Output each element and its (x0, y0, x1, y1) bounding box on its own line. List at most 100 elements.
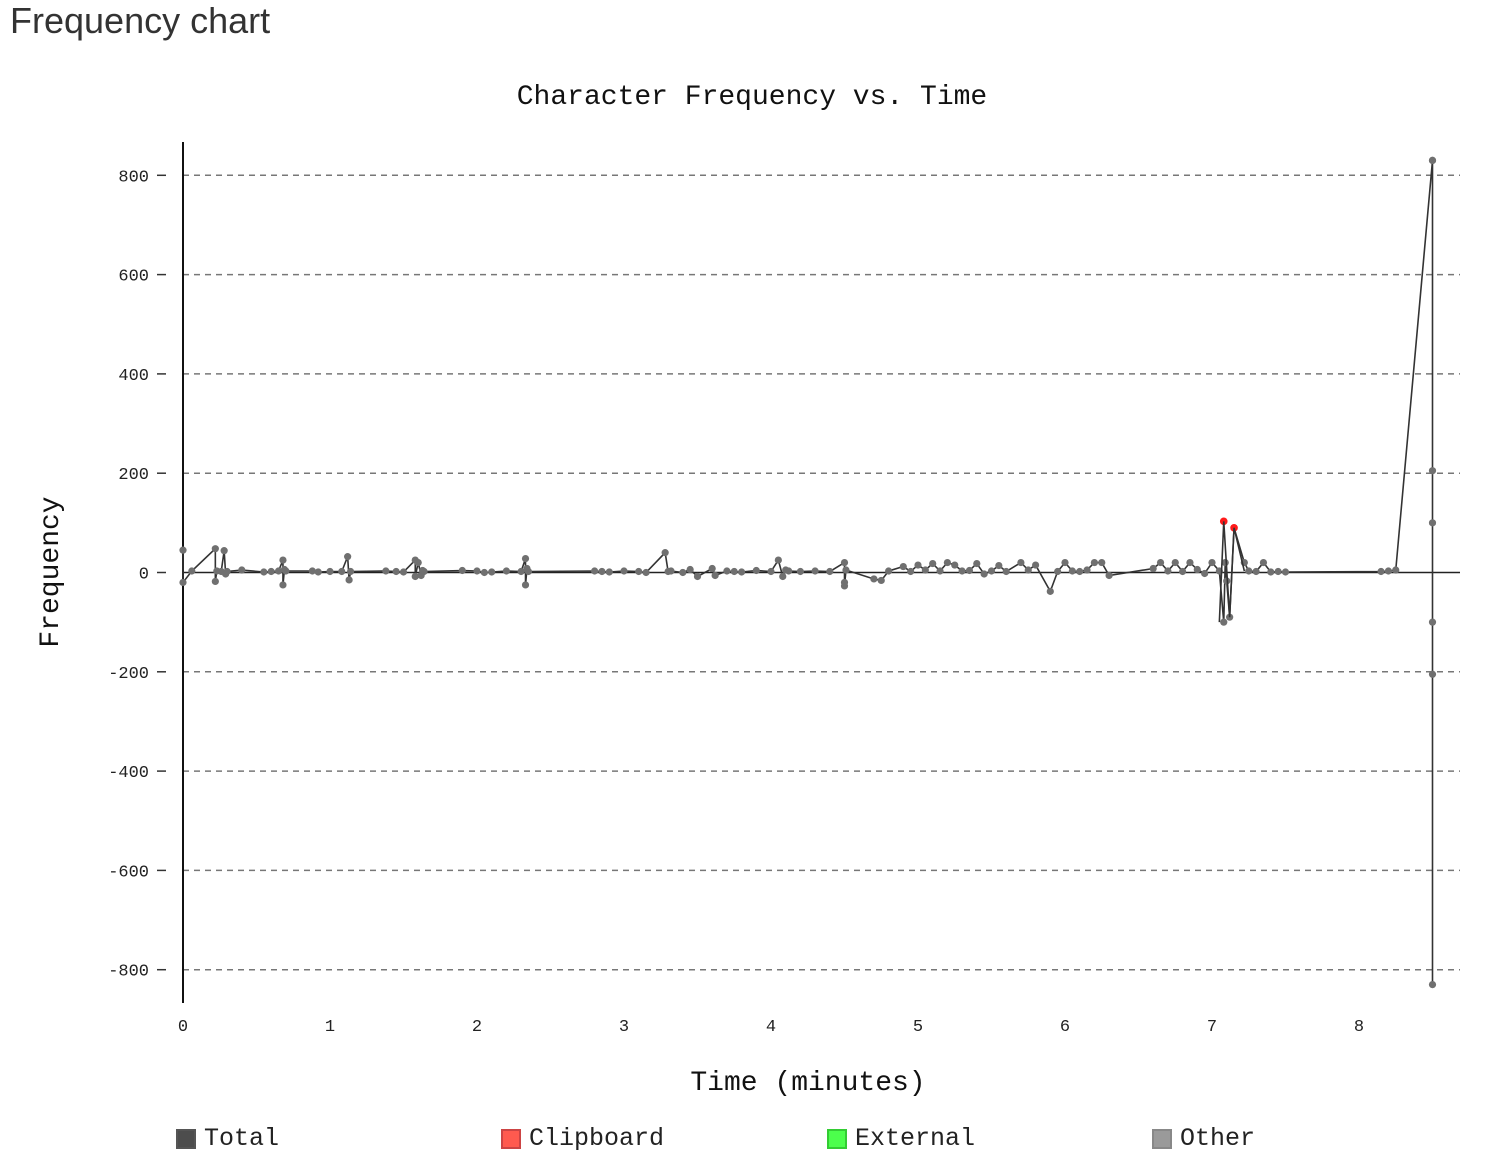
y-tick-label: -800 (108, 963, 149, 982)
legend-item-external[interactable]: External (827, 1124, 975, 1153)
x-axis-label: Time (minutes) (690, 1068, 925, 1099)
data-point (179, 546, 187, 554)
data-point (907, 567, 915, 576)
data-point (1083, 566, 1091, 574)
legend-swatch-total (176, 1128, 196, 1149)
data-point (591, 567, 599, 575)
data-point (392, 567, 400, 576)
data-point (708, 564, 716, 573)
data-point (642, 568, 650, 577)
data-point (1245, 567, 1253, 575)
data-point (723, 567, 731, 575)
x-tick-label: 7 (1207, 1018, 1217, 1037)
data-point (260, 568, 268, 576)
data-point (1017, 558, 1025, 567)
data-point (1098, 558, 1106, 567)
data-point (711, 571, 719, 580)
legend-swatch-external (827, 1128, 847, 1149)
x-tick-label: 1 (325, 1018, 335, 1037)
data-point (987, 567, 996, 575)
y-tick-label: 800 (118, 168, 149, 187)
data-point (1002, 567, 1010, 576)
x-tick-label: 8 (1354, 1018, 1364, 1037)
data-point (314, 568, 322, 576)
legend-swatch-other (1152, 1128, 1172, 1149)
data-point (382, 567, 390, 575)
x-tick-label: 4 (766, 1018, 776, 1037)
legend-item-other[interactable]: Other (1152, 1124, 1255, 1153)
x-tick-label: 2 (472, 1018, 482, 1037)
data-point (1377, 567, 1385, 576)
x-tick-label: 6 (1060, 1018, 1070, 1037)
data-point (279, 581, 287, 589)
data-point (914, 561, 922, 569)
data-point (238, 566, 246, 574)
data-point (686, 565, 694, 574)
page-title: Frequency chart (10, 0, 271, 41)
data-point (282, 567, 290, 575)
y-axis-ticks: 800 600 400 200 0 -200 -400 -600 -800 (108, 168, 166, 982)
series-line-total (182, 160, 1434, 985)
data-point (779, 572, 787, 581)
data-point (411, 572, 419, 581)
data-point (929, 559, 937, 568)
data-point (521, 554, 530, 563)
data-point (1164, 567, 1172, 575)
data-point (480, 568, 488, 577)
data-point (877, 576, 885, 585)
y-tick-label: 200 (118, 466, 149, 485)
data-point (826, 567, 834, 576)
data-point (420, 567, 428, 576)
data-point (885, 567, 893, 575)
data-point (1428, 156, 1437, 165)
data-point (1208, 558, 1216, 567)
x-tick-label: 5 (913, 1018, 923, 1037)
data-point (1220, 618, 1228, 626)
data-point (1193, 565, 1201, 574)
data-point (980, 570, 988, 578)
data-point (774, 556, 782, 564)
data-point (1252, 567, 1260, 576)
legend-item-total[interactable]: Total (176, 1124, 279, 1153)
data-point (1068, 567, 1076, 575)
data-point (188, 567, 196, 575)
y-tick-label: 400 (118, 367, 149, 386)
data-point (951, 561, 959, 569)
data-point (1076, 567, 1084, 576)
data-point (785, 567, 793, 575)
legend-item-clipboard[interactable]: Clipboard (501, 1124, 664, 1153)
data-point (1428, 519, 1437, 527)
data-point (267, 567, 275, 576)
data-point (899, 562, 907, 571)
data-point (344, 553, 352, 561)
data-point (1054, 567, 1062, 576)
data-point (279, 556, 287, 564)
data-point (517, 567, 525, 576)
data-point (274, 567, 283, 575)
data-point (752, 566, 760, 575)
data-point (211, 577, 219, 586)
data-point (399, 568, 408, 576)
legend-label-clipboard: Clipboard (529, 1124, 665, 1153)
data-point (767, 567, 775, 576)
data-point (730, 567, 738, 576)
data-point (1428, 670, 1437, 678)
legend-label-total: Total (204, 1124, 280, 1153)
data-point (1171, 558, 1179, 567)
y-tick-label: -600 (108, 863, 149, 882)
data-point (1259, 558, 1268, 567)
legend: Total Clipboard External Other (0, 1124, 1508, 1156)
y-tick-label: 0 (139, 566, 149, 585)
data-point (223, 567, 231, 576)
data-point (679, 568, 687, 577)
data-point (995, 561, 1003, 570)
data-point (661, 549, 669, 557)
data-point (1046, 587, 1054, 595)
data-point (958, 567, 966, 575)
data-point (1274, 567, 1282, 576)
series-total (179, 156, 1437, 989)
data-point (521, 581, 530, 589)
data-point (840, 558, 849, 567)
x-axis-ticks: 0 1 2 3 4 5 6 7 8 (178, 1018, 1364, 1037)
data-point (943, 558, 952, 567)
